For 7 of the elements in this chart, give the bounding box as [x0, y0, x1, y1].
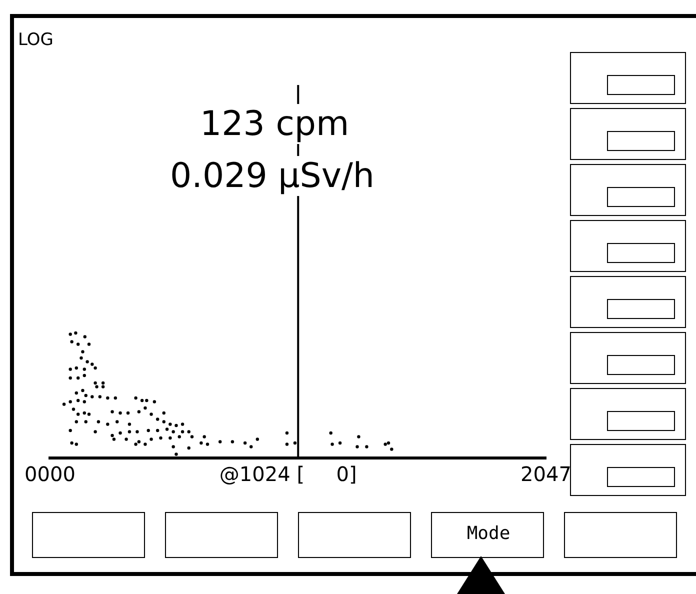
x-tick-label: 0000 [24, 462, 76, 486]
x-tick-label: 2047 [520, 462, 572, 486]
ref-line-label: @1024 [ 0] [219, 462, 357, 486]
text: 0.029 μSv/h [170, 156, 374, 196]
soft-button: Mode [431, 512, 544, 558]
text: 123 cpm [200, 104, 350, 144]
text: LOG [18, 30, 54, 50]
